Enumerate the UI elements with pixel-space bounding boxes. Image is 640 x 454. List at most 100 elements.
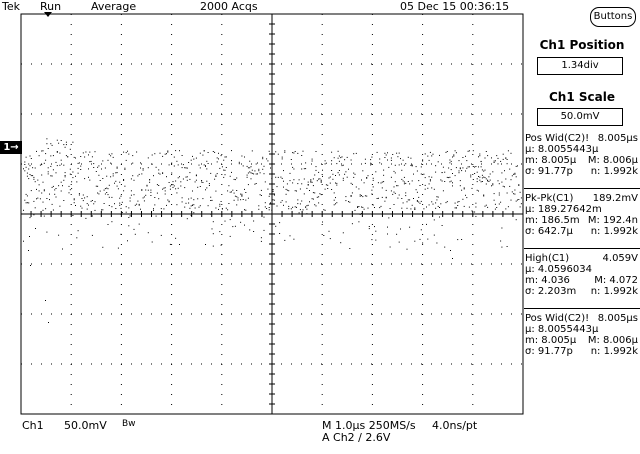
waveform-sample bbox=[142, 168, 144, 170]
waveform-sample bbox=[428, 176, 430, 178]
waveform-sample bbox=[322, 175, 323, 177]
waveform-sample bbox=[372, 177, 374, 179]
waveform-sample bbox=[426, 223, 427, 225]
waveform-sample bbox=[123, 151, 125, 153]
waveform-sample bbox=[134, 233, 136, 235]
waveform-sample bbox=[241, 195, 243, 197]
waveform-sample bbox=[29, 174, 31, 175]
waveform-sample bbox=[263, 165, 265, 167]
waveform-sample bbox=[120, 233, 122, 235]
waveform-sample bbox=[424, 153, 426, 155]
waveform-sample bbox=[215, 207, 217, 209]
waveform-sample bbox=[85, 151, 87, 153]
waveform-sample bbox=[264, 202, 266, 204]
waveform-sample bbox=[494, 160, 496, 162]
waveform-sample bbox=[208, 185, 210, 186]
waveform-sample bbox=[143, 196, 145, 198]
bandwidth-limit: Bw bbox=[122, 419, 136, 429]
waveform-sample bbox=[476, 181, 478, 183]
waveform-sample bbox=[371, 239, 373, 241]
waveform-sample bbox=[153, 209, 154, 211]
waveform-sample bbox=[506, 192, 508, 194]
waveform-sample bbox=[146, 184, 148, 186]
waveform-sample bbox=[504, 170, 505, 172]
waveform-sample bbox=[515, 200, 517, 202]
waveform-sample bbox=[333, 157, 335, 159]
waveform-sample bbox=[445, 151, 447, 153]
scale-value-field[interactable]: 50.0mV bbox=[537, 108, 623, 126]
waveform-sample bbox=[164, 187, 166, 189]
position-value-field[interactable]: 1.34div bbox=[537, 57, 623, 75]
waveform-sample bbox=[272, 190, 274, 192]
waveform-sample bbox=[133, 194, 135, 196]
waveform-sample bbox=[224, 174, 226, 176]
measurement-block[interactable]: High(C1) 4.059V μ: 4.0596034 m: 4.036 M: 4… bbox=[524, 253, 640, 297]
measurement-block[interactable]: Pk-Pk(C1) 189.2mV μ: 189.27642m m: 186.5m… bbox=[524, 193, 640, 237]
waveform-sample bbox=[402, 180, 404, 182]
date-time: 05 Dec 15 00:36:15 bbox=[400, 0, 510, 13]
waveform-sample bbox=[429, 180, 431, 182]
run-state: Run bbox=[40, 0, 62, 13]
waveform-sample bbox=[518, 199, 520, 200]
waveform-sample bbox=[390, 190, 392, 192]
waveform-sample bbox=[116, 172, 118, 174]
ch1-level-marker[interactable]: 1→ bbox=[0, 141, 22, 154]
waveform-sample bbox=[51, 144, 53, 146]
waveform-sample bbox=[41, 150, 43, 152]
waveform-sample bbox=[58, 185, 60, 187]
waveform-sample bbox=[388, 166, 390, 168]
measurement-block[interactable]: Pos Wid(C2)! 8.005μs μ: 8.0055443μ m: 8.0… bbox=[524, 313, 640, 357]
waveform-sample bbox=[502, 185, 504, 187]
waveform-sample bbox=[277, 153, 279, 155]
waveform-sample bbox=[478, 176, 479, 177]
waveform-sample bbox=[69, 173, 71, 175]
waveform-sample bbox=[457, 205, 459, 206]
waveform-sample bbox=[231, 160, 232, 162]
waveform-sample bbox=[167, 150, 169, 152]
waveform-sample bbox=[312, 185, 314, 187]
waveform-sample bbox=[293, 152, 295, 154]
measurement-block[interactable]: Pos Wid(C2)! 8.005μs μ: 8.0055443μ m: 8.0… bbox=[524, 133, 640, 177]
waveform-sample bbox=[511, 191, 513, 193]
waveform-sample bbox=[415, 166, 417, 168]
waveform-sample bbox=[433, 234, 435, 236]
waveform-sample bbox=[500, 201, 502, 203]
waveform-sample bbox=[363, 182, 365, 184]
waveform-sample bbox=[479, 179, 481, 181]
waveform-sample bbox=[296, 206, 297, 208]
waveform-sample bbox=[107, 224, 109, 225]
waveform-sample bbox=[331, 170, 333, 171]
waveform-sample bbox=[62, 248, 63, 250]
trigger-setting: A Ch2 ∕ 2.6V bbox=[322, 431, 391, 444]
waveform-sample bbox=[363, 208, 365, 210]
waveform-sample bbox=[316, 180, 318, 182]
waveform-sample bbox=[362, 196, 364, 198]
waveform-sample bbox=[67, 156, 69, 158]
waveform-sample bbox=[437, 161, 439, 163]
waveform-sample bbox=[164, 190, 166, 192]
waveform-sample bbox=[133, 228, 135, 230]
meas-mean: μ: 8.0055443μ bbox=[525, 144, 599, 155]
waveform-sample bbox=[253, 220, 255, 222]
waveform-sample bbox=[409, 183, 411, 185]
waveform-sample bbox=[208, 183, 210, 185]
waveform-sample bbox=[137, 175, 139, 177]
waveform-sample bbox=[151, 241, 153, 243]
waveform-sample bbox=[82, 194, 84, 196]
waveform-sample bbox=[444, 171, 446, 173]
waveform-sample bbox=[489, 173, 491, 175]
waveform-sample bbox=[314, 204, 316, 206]
waveform-sample bbox=[258, 205, 260, 207]
waveform-sample bbox=[315, 205, 317, 207]
buttons-button[interactable]: Buttons bbox=[590, 7, 636, 27]
waveform-sample bbox=[245, 192, 247, 193]
waveform-sample bbox=[154, 153, 156, 155]
waveform-sample bbox=[205, 165, 206, 167]
waveform-sample bbox=[172, 181, 174, 183]
waveform-sample bbox=[437, 196, 439, 198]
waveform-sample bbox=[59, 205, 61, 207]
waveform-sample bbox=[55, 196, 57, 198]
waveform-sample bbox=[517, 165, 518, 167]
waveform-sample bbox=[393, 204, 395, 205]
waveform-sample bbox=[342, 179, 344, 181]
